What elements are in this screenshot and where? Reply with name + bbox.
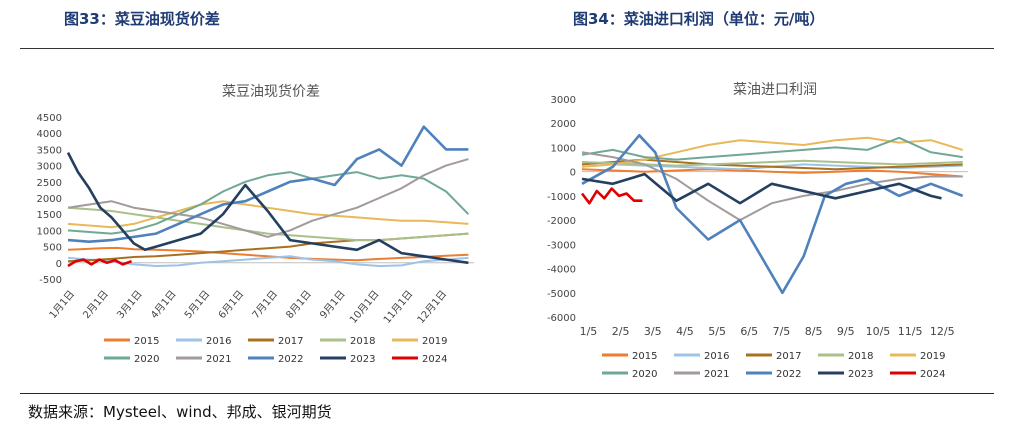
y-tick-label: -6000: [547, 313, 576, 324]
import-profit-chart: 菜油进口利润 3000 2000 1000 0 -1000 -2000 -3000 -4000 -…: [547, 82, 968, 380]
source-note: 数据来源：Mysteel、wind、邦成、银河期货: [28, 403, 332, 421]
x-tick-label: 4月1日: [148, 288, 178, 321]
y-tick-label: 1500: [37, 210, 62, 221]
x-tick-label: 3月1日: [114, 288, 144, 321]
legend-label: 2021: [206, 354, 231, 365]
x-tick-label: 1/5: [580, 325, 598, 338]
legend-label: 2019: [920, 351, 945, 362]
chart-title: 菜油进口利润: [733, 82, 817, 98]
bottom-divider: [20, 393, 994, 394]
y-tick-label: -500: [39, 275, 62, 286]
legend-label: 2019: [422, 336, 447, 347]
legend-label: 2020: [632, 369, 657, 380]
y-tick-label: -2000: [547, 216, 576, 227]
y-tick-label: 0: [56, 259, 62, 270]
series-line-2019: [67, 200, 469, 229]
x-tick-label: 12月1日: [415, 288, 449, 326]
y-tick-label: 3500: [37, 145, 62, 156]
legend-label: 2017: [278, 336, 303, 347]
chart-title: 菜豆油现货价差: [222, 83, 320, 100]
y-tick-label: -3000: [547, 240, 576, 251]
y-tick-label: -5000: [547, 289, 576, 300]
x-tick-label: 11/5: [898, 325, 923, 338]
series-line-2015: [67, 246, 469, 262]
legend-label: 2016: [206, 336, 231, 347]
legend-label: 2018: [848, 351, 873, 362]
x-tick-label: 7/5: [773, 325, 791, 338]
spread-chart: 菜豆油现货价差 4500 4000 3500 3000 2500 2000 1500 1000 5…: [37, 83, 474, 365]
series-line-2020: [581, 136, 963, 161]
y-tick-label: -1000: [547, 192, 576, 203]
x-tick-label: 11月1日: [381, 288, 415, 326]
x-tick-label: 5月1日: [182, 288, 212, 321]
x-tick-label: 7月1日: [250, 288, 280, 321]
x-tick-label: 2/5: [612, 325, 630, 338]
x-tick-label: 1月1日: [47, 288, 77, 321]
series-line-2022: [67, 125, 469, 243]
series-line-2021: [581, 151, 963, 222]
series-line-2022: [581, 134, 964, 295]
y-tick-label: 4500: [37, 113, 62, 124]
series-line-2018: [67, 206, 469, 242]
legend-label: 2022: [776, 369, 801, 380]
y-tick-label: -4000: [547, 265, 576, 276]
top-divider: [20, 48, 994, 49]
y-tick-label: 2000: [551, 119, 576, 130]
series-line-2021: [67, 158, 469, 238]
y-tick-label: 4000: [37, 129, 62, 140]
series-line-2023: [66, 152, 469, 265]
x-tick-label: 10/5: [866, 325, 891, 338]
x-tick-label: 9/5: [837, 325, 855, 338]
series-line-2015: [581, 168, 963, 178]
x-tick-label: 8/5: [805, 325, 823, 338]
legend-label: 2024: [422, 354, 447, 365]
y-tick-label: 2500: [37, 178, 62, 189]
series-line-2023: [581, 172, 942, 205]
y-tick-label: 3000: [551, 95, 576, 106]
x-tick-label: 9月1日: [317, 288, 347, 321]
y-tick-label: 2000: [37, 194, 62, 205]
series-line-2020: [67, 171, 470, 235]
legend-label: 2015: [632, 351, 657, 362]
legend-label: 2018: [350, 336, 375, 347]
y-tick-label: 500: [43, 243, 62, 254]
legend-label: 2023: [848, 369, 873, 380]
right-figure-title: 图34：菜油进口利润（单位：元/吨）: [573, 10, 825, 28]
legend-label: 2017: [776, 351, 801, 362]
legend-label: 2015: [134, 336, 159, 347]
y-tick-label: 1000: [551, 143, 576, 154]
x-tick-label: 6/5: [740, 325, 758, 338]
x-tick-label: 6月1日: [216, 288, 246, 321]
x-tick-label: 4/5: [676, 325, 694, 338]
series-line-2024: [67, 258, 133, 268]
x-tick-label: 5/5: [708, 325, 726, 338]
left-figure-title: 图33：菜豆油现货价差: [64, 10, 220, 28]
y-tick-label: 1000: [37, 226, 62, 237]
x-tick-label: 10月1日: [347, 288, 381, 326]
series-line-2016: [67, 255, 469, 267]
legend-label: 2023: [350, 354, 375, 365]
legend-label: 2022: [278, 354, 303, 365]
x-tick-label: 8月1日: [284, 288, 314, 321]
legend-label: 2024: [920, 369, 945, 380]
y-tick-label: 0: [570, 168, 576, 179]
series-line-2019: [581, 136, 963, 168]
legend-label: 2016: [704, 351, 729, 362]
legend-label: 2020: [134, 354, 159, 365]
x-tick-label: 3/5: [644, 325, 662, 338]
x-tick-label: 12/5: [930, 325, 955, 338]
series-line-2024: [580, 187, 643, 205]
y-tick-label: 3000: [37, 162, 62, 173]
legend-label: 2021: [704, 369, 729, 380]
x-tick-label: 2月1日: [81, 288, 111, 321]
